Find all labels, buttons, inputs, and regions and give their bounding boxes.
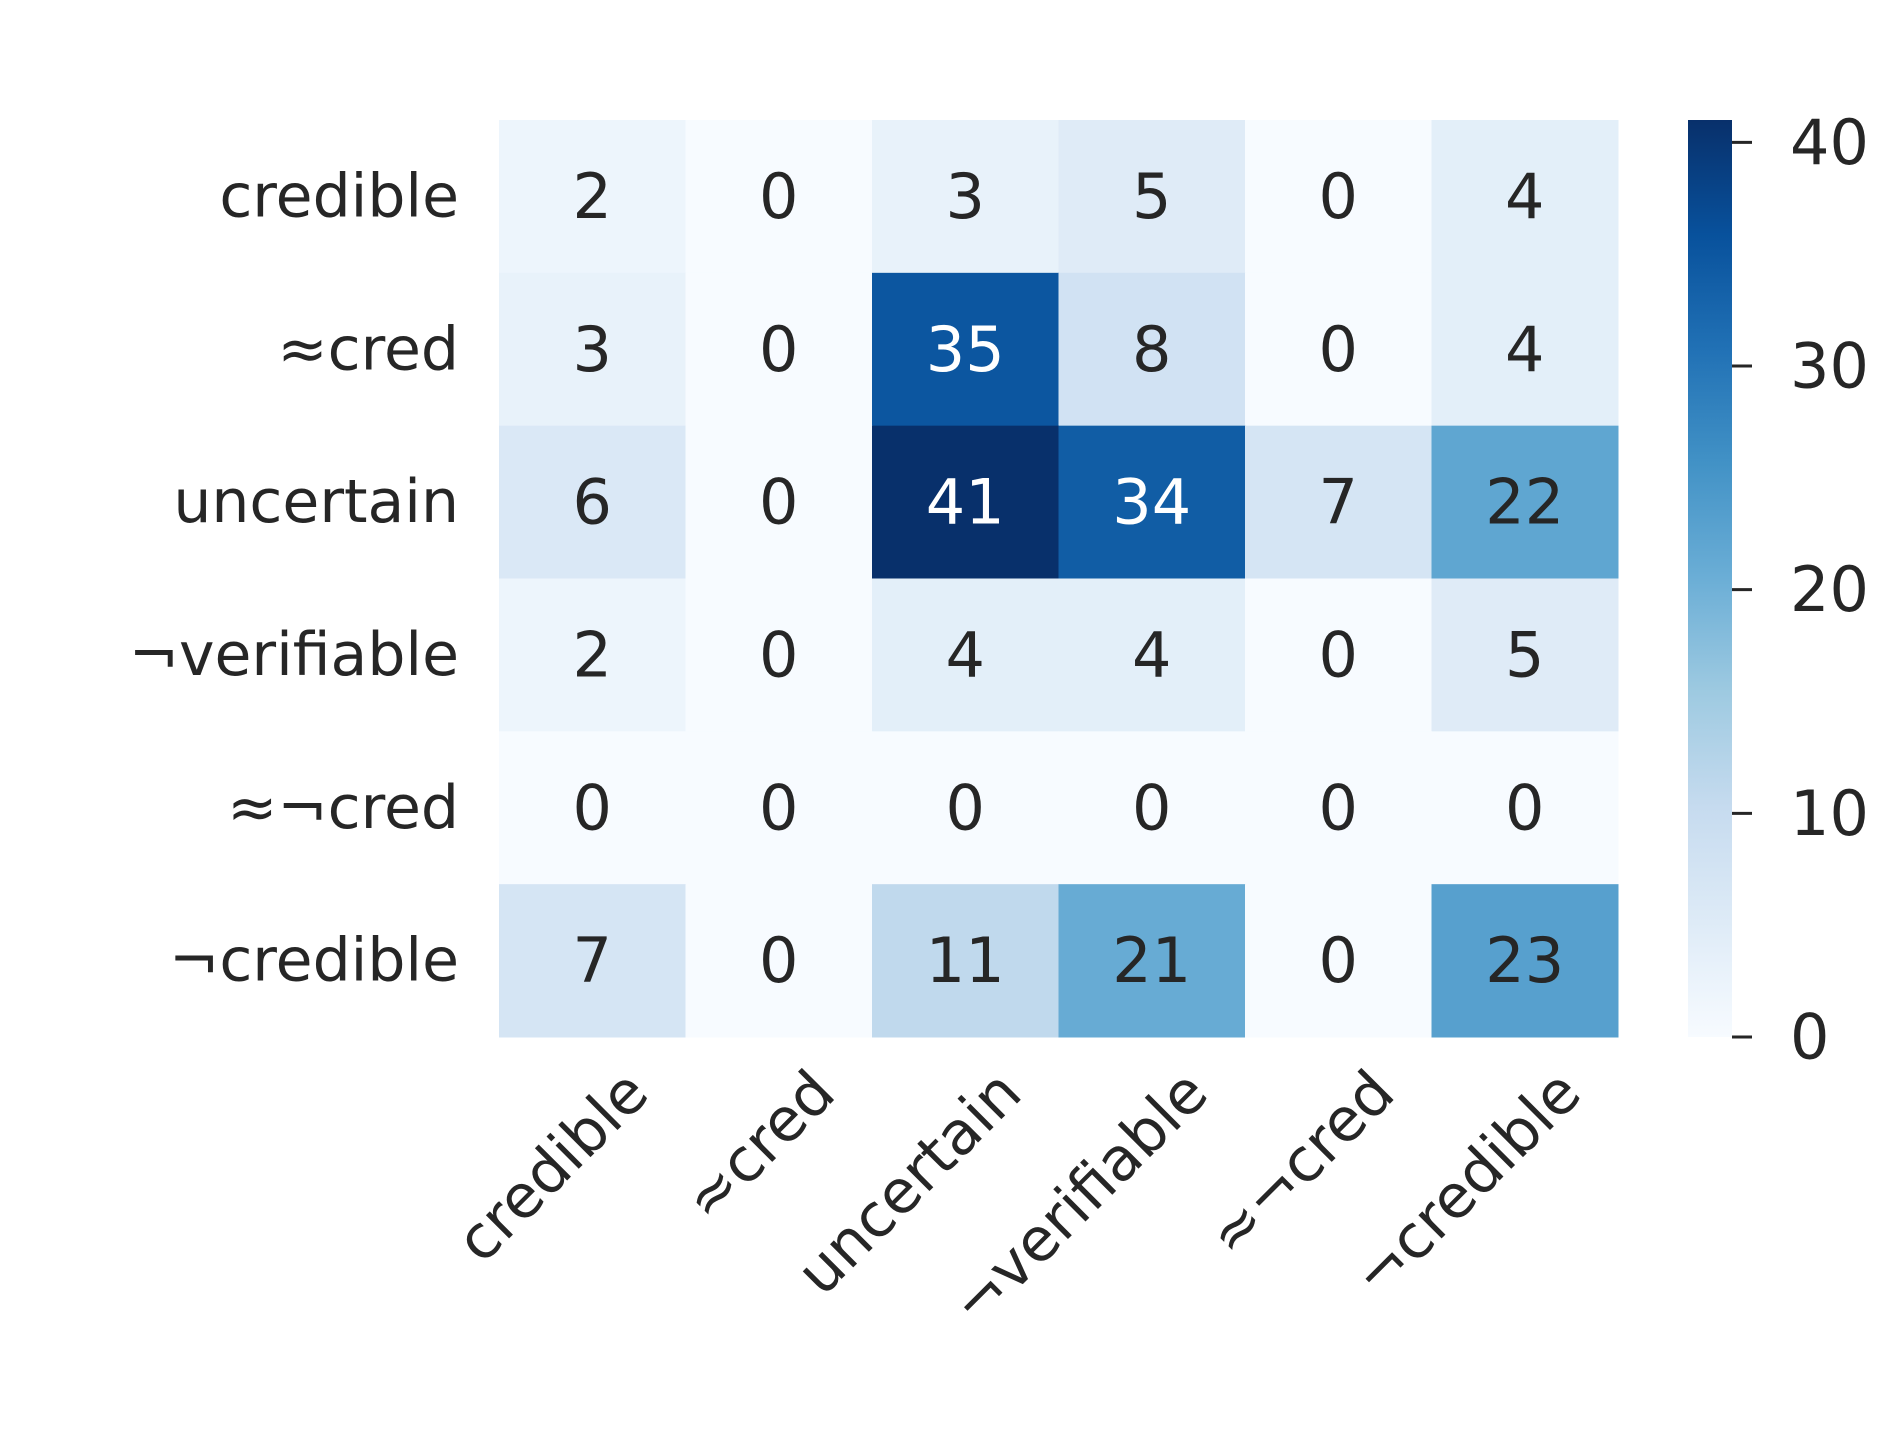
y-tick-label: credible xyxy=(219,161,459,231)
cell-label: 0 xyxy=(1319,924,1358,997)
cell-label: 0 xyxy=(1132,771,1171,844)
heatmap-cell xyxy=(685,731,873,885)
heatmap-cell xyxy=(872,120,1059,274)
heatmap-cell xyxy=(1431,120,1619,274)
cell-label: 4 xyxy=(1505,313,1544,386)
cell-label: 3 xyxy=(573,313,612,386)
heatmap-cell xyxy=(1058,731,1246,885)
cell-label: 0 xyxy=(1319,771,1358,844)
heatmap-cell xyxy=(499,731,686,885)
heatmap-cell xyxy=(1245,425,1432,579)
cell-label: 0 xyxy=(946,771,985,844)
heatmap-cell xyxy=(872,884,1059,1038)
cell-label: 0 xyxy=(759,466,798,539)
heatmap-cell xyxy=(872,731,1059,885)
cell-label: 34 xyxy=(1112,466,1191,539)
heatmap-cell xyxy=(872,425,1059,579)
heatmap-cell xyxy=(685,884,873,1038)
cell-label: 5 xyxy=(1505,618,1544,691)
cell-label: 2 xyxy=(573,160,612,233)
colorbar-tick-label: 0 xyxy=(1790,1001,1829,1074)
cell-label: 0 xyxy=(759,771,798,844)
cell-label: 35 xyxy=(926,313,1005,386)
heatmap-cell xyxy=(1058,884,1246,1038)
heatmap-cell xyxy=(872,272,1059,427)
cell-label: 22 xyxy=(1485,466,1564,539)
cell-label: 0 xyxy=(759,618,798,691)
cell-label: 0 xyxy=(759,313,798,386)
cell-label: 4 xyxy=(946,618,985,691)
heatmap-cell xyxy=(499,425,686,579)
cell-label: 0 xyxy=(1319,618,1358,691)
heatmap-cell xyxy=(685,425,873,579)
heatmap-cell xyxy=(1431,578,1619,732)
cell-label: 7 xyxy=(1319,466,1358,539)
cell-label: 11 xyxy=(926,924,1005,997)
heatmap-cell xyxy=(1245,272,1432,427)
cell-label: 3 xyxy=(946,160,985,233)
cell-label: 0 xyxy=(573,771,612,844)
cell-label: 21 xyxy=(1112,924,1191,997)
heatmap-cell xyxy=(499,120,686,274)
cell-label: 5 xyxy=(1132,160,1171,233)
cell-label: 0 xyxy=(759,924,798,997)
heatmap-cell xyxy=(1058,120,1246,274)
heatmap-cell xyxy=(685,578,873,732)
cell-label: 7 xyxy=(573,924,612,997)
cell-label: 0 xyxy=(759,160,798,233)
heatmap-cell xyxy=(1245,731,1432,885)
heatmap-cell xyxy=(499,272,686,427)
heatmap-cell xyxy=(1245,884,1432,1038)
y-tick-label: ¬credible xyxy=(169,926,459,996)
cell-label: 8 xyxy=(1132,313,1171,386)
heatmap-cell xyxy=(1058,272,1246,427)
cell-label: 0 xyxy=(1319,313,1358,386)
y-tick-label: ≈¬cred xyxy=(227,773,459,843)
heatmap-cell xyxy=(685,272,873,427)
cell-label: 4 xyxy=(1505,160,1544,233)
heatmap-cell xyxy=(1245,120,1432,274)
x-tick-label: credible xyxy=(443,1057,662,1276)
cell-label: 4 xyxy=(1132,618,1171,691)
cell-label: 0 xyxy=(1319,160,1358,233)
heatmap-cell xyxy=(1431,272,1619,427)
colorbar-tick-label: 40 xyxy=(1790,106,1869,179)
cell-label: 0 xyxy=(1505,771,1544,844)
y-tick-label: uncertain xyxy=(173,467,459,537)
heatmap-cell xyxy=(499,578,686,732)
heatmap-cell xyxy=(1058,578,1246,732)
heatmap-cell xyxy=(685,120,873,274)
colorbar-tick-label: 20 xyxy=(1790,553,1869,626)
heatmap-cell xyxy=(1431,731,1619,885)
cell-label: 2 xyxy=(573,618,612,691)
colorbar-tick-label: 30 xyxy=(1790,330,1869,403)
heatmap-cell xyxy=(872,578,1059,732)
heatmap-cell xyxy=(499,884,686,1038)
y-tick-label: ≈cred xyxy=(277,314,459,384)
heatmap-cell xyxy=(1058,425,1246,579)
colorbar-tick-label: 10 xyxy=(1790,777,1869,850)
heatmap-cell xyxy=(1431,884,1619,1038)
cell-label: 23 xyxy=(1485,924,1564,997)
cell-label: 6 xyxy=(573,466,612,539)
y-tick-label: ¬verifiable xyxy=(129,620,459,690)
cell-label: 41 xyxy=(926,466,1005,539)
colorbar xyxy=(1688,120,1732,1037)
heatmap-cell xyxy=(1245,578,1432,732)
heatmap-cell xyxy=(1431,425,1619,579)
x-tick-label: ≈cred xyxy=(671,1057,849,1235)
